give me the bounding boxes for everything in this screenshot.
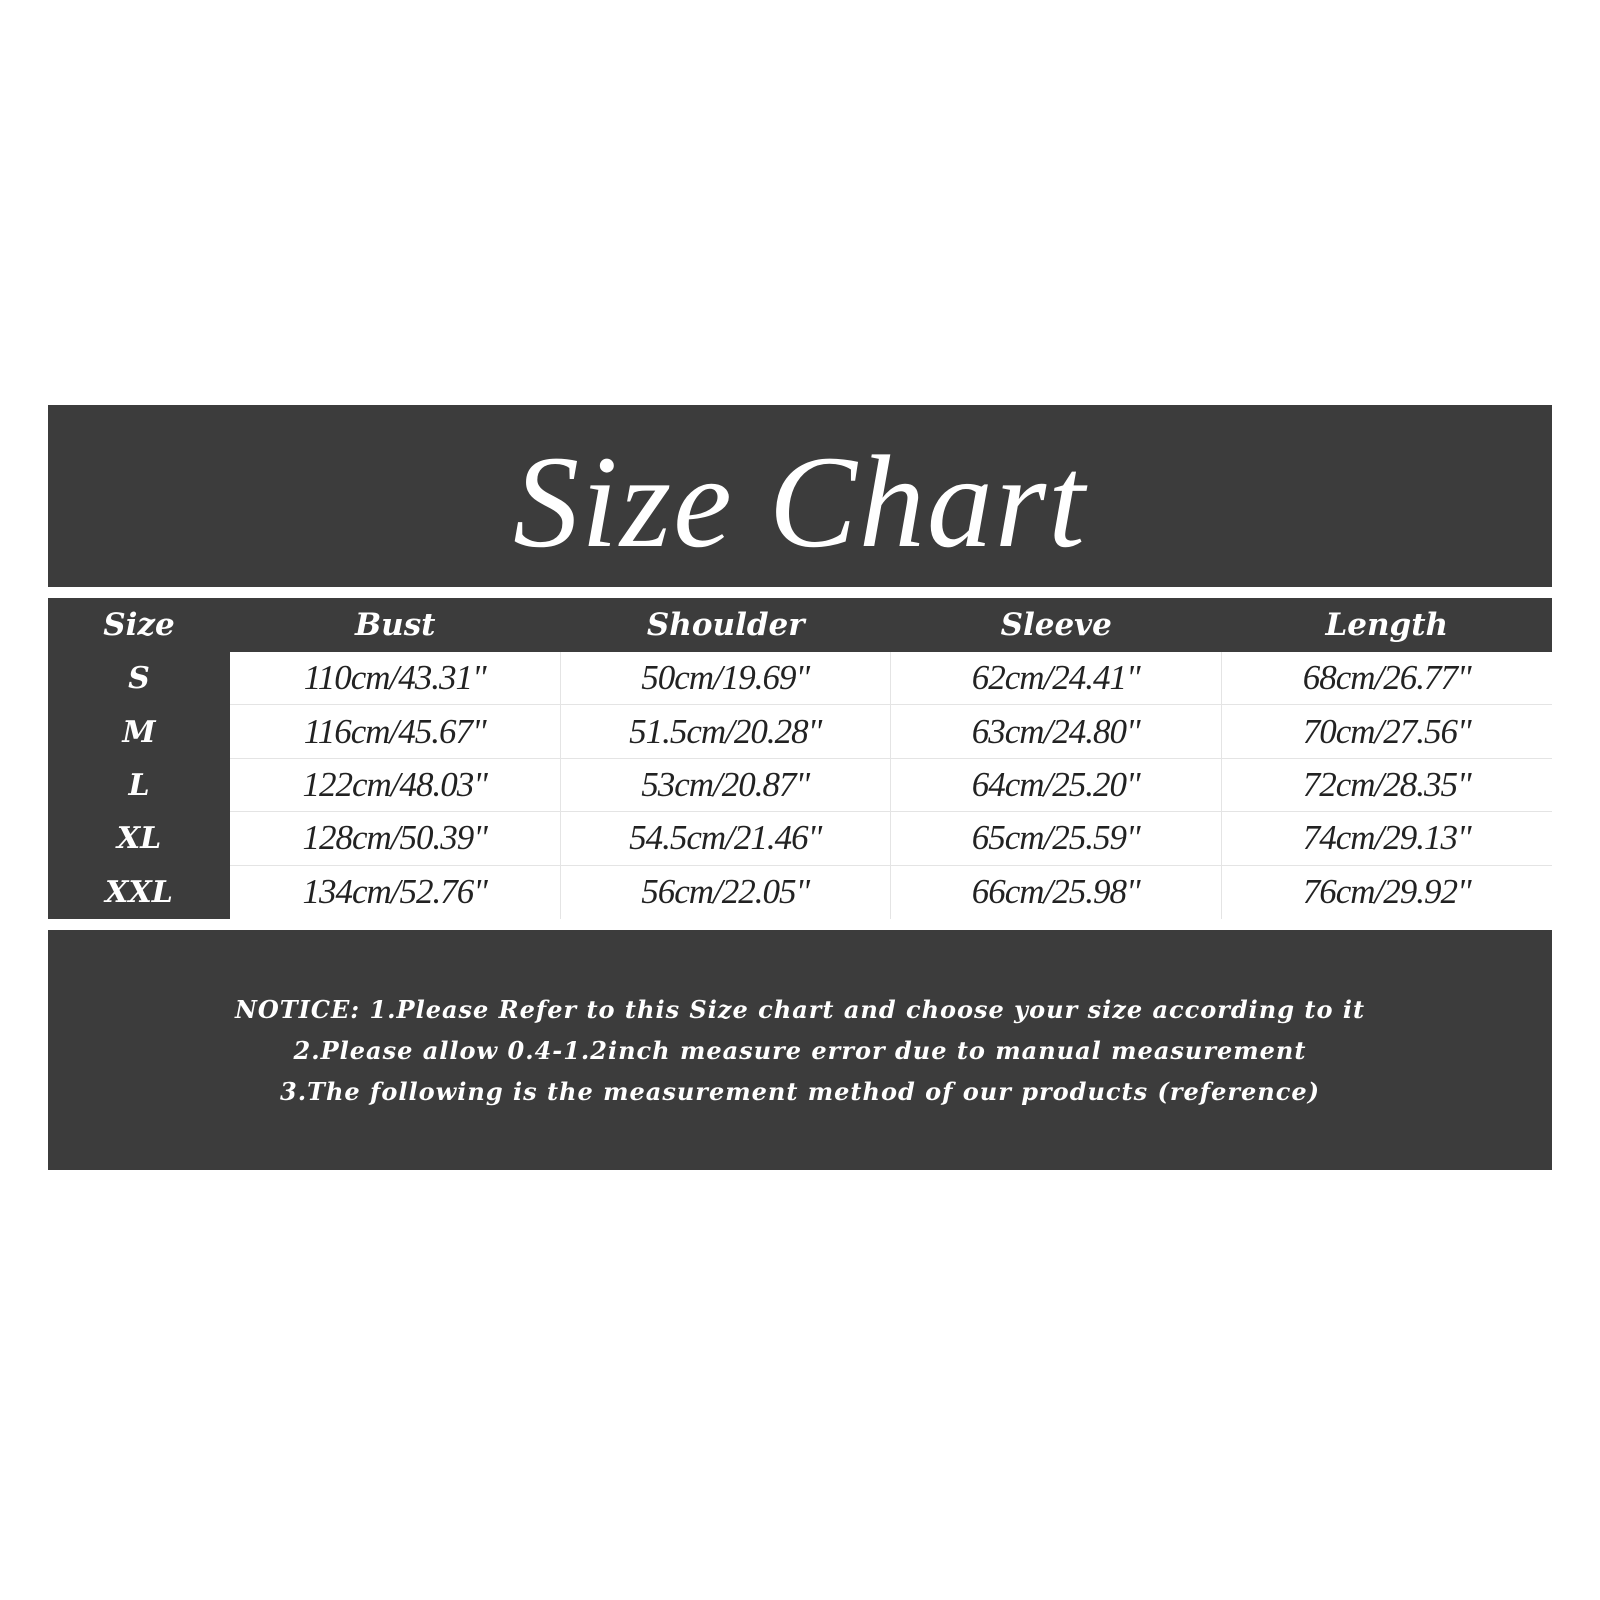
cell-shoulder: 56cm/22.05" <box>560 865 891 919</box>
cell-length: 68cm/26.77" <box>1221 652 1552 706</box>
cell-bust: 134cm/52.76" <box>230 865 561 919</box>
cell-size: L <box>48 758 230 813</box>
cell-length: 70cm/27.56" <box>1221 705 1552 759</box>
notice-box: NOTICE: 1.Please Refer to this Size char… <box>48 930 1552 1170</box>
cell-sleeve: 64cm/25.20" <box>891 758 1222 813</box>
cell-shoulder: 50cm/19.69" <box>560 652 891 706</box>
cell-sleeve: 63cm/24.80" <box>891 705 1222 759</box>
table-row: XXL 134cm/52.76" 56cm/22.05" 66cm/25.98" 76c… <box>48 865 1552 919</box>
cell-bust: 110cm/43.31" <box>230 652 561 706</box>
cell-sleeve: 66cm/25.98" <box>891 865 1222 919</box>
notice-line: 3.The following is the measurement metho… <box>280 1076 1320 1106</box>
cell-bust: 116cm/45.67" <box>230 705 561 759</box>
cell-bust: 128cm/50.39" <box>230 812 561 866</box>
cell-length: 72cm/28.35" <box>1221 758 1552 813</box>
table-row: XL 128cm/50.39" 54.5cm/21.46" 65cm/25.59" 74… <box>48 812 1552 866</box>
cell-shoulder: 54.5cm/21.46" <box>560 812 891 866</box>
cell-size: S <box>48 652 230 706</box>
header-bust: Bust <box>354 607 436 643</box>
cell-sleeve: 65cm/25.59" <box>891 812 1222 866</box>
cell-size: M <box>48 705 230 759</box>
cell-shoulder: 51.5cm/20.28" <box>560 705 891 759</box>
notice-line: NOTICE: 1.Please Refer to this Size char… <box>234 994 1366 1024</box>
size-table: Size Bust Shoulder Sleeve Length S 110cm/… <box>48 598 1552 919</box>
header-shoulder: Shoulder <box>646 607 805 643</box>
cell-size: XXL <box>48 865 230 919</box>
header-sleeve: Sleeve <box>1000 607 1112 643</box>
table-row: L 122cm/48.03" 53cm/20.87" 64cm/25.20" 72cm/… <box>48 758 1552 813</box>
cell-shoulder: 53cm/20.87" <box>560 758 891 813</box>
cell-length: 76cm/29.92" <box>1221 865 1552 919</box>
title-band: Size Chart <box>48 405 1552 587</box>
table-row: S 110cm/43.31" 50cm/19.69" 62cm/24.41" 68cm/… <box>48 652 1552 706</box>
header-length: Length <box>1325 607 1449 643</box>
notice-line: 2.Please allow 0.4-1.2inch measure error… <box>293 1035 1307 1065</box>
header-size: Size <box>103 607 175 643</box>
table-row: M 116cm/45.67" 51.5cm/20.28" 63cm/24.80" 70c… <box>48 705 1552 759</box>
page-title: Size Chart <box>513 427 1087 575</box>
table-header: Size Bust Shoulder Sleeve Length <box>48 598 1552 652</box>
cell-size: XL <box>48 812 230 866</box>
cell-length: 74cm/29.13" <box>1221 812 1552 866</box>
cell-sleeve: 62cm/24.41" <box>891 652 1222 706</box>
cell-bust: 122cm/48.03" <box>230 758 561 813</box>
